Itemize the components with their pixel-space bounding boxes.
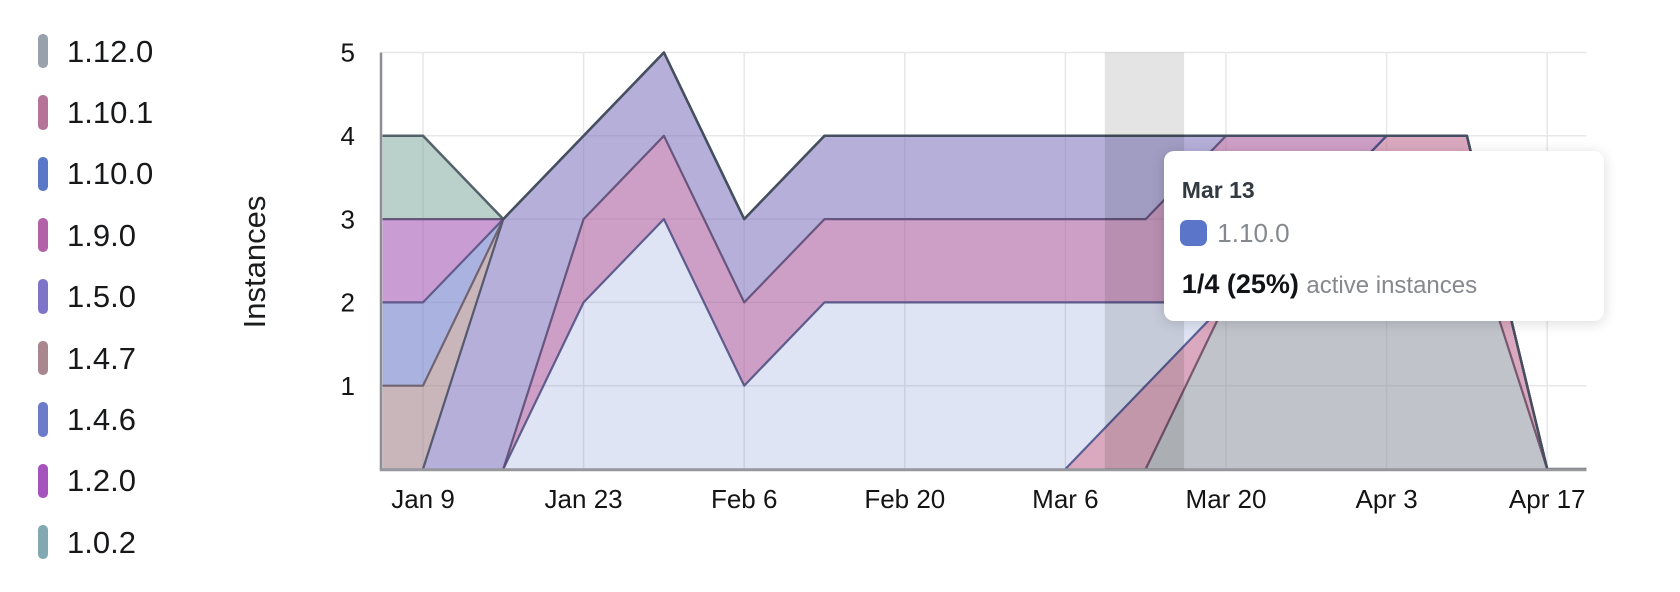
svg-text:Apr 17: Apr 17 — [1509, 484, 1586, 514]
svg-text:Jan 9: Jan 9 — [391, 484, 455, 514]
svg-text:2: 2 — [341, 288, 355, 318]
svg-text:Feb 6: Feb 6 — [711, 484, 778, 514]
svg-text:1: 1 — [341, 371, 355, 401]
svg-text:3: 3 — [341, 204, 355, 234]
svg-text:Mar 6: Mar 6 — [1032, 484, 1098, 514]
svg-text:4: 4 — [341, 121, 355, 151]
svg-text:5: 5 — [341, 38, 355, 68]
svg-text:Feb 20: Feb 20 — [864, 484, 945, 514]
svg-text:Apr 3: Apr 3 — [1356, 484, 1418, 514]
svg-text:Jan 23: Jan 23 — [545, 484, 623, 514]
svg-text:Mar 20: Mar 20 — [1186, 484, 1267, 514]
